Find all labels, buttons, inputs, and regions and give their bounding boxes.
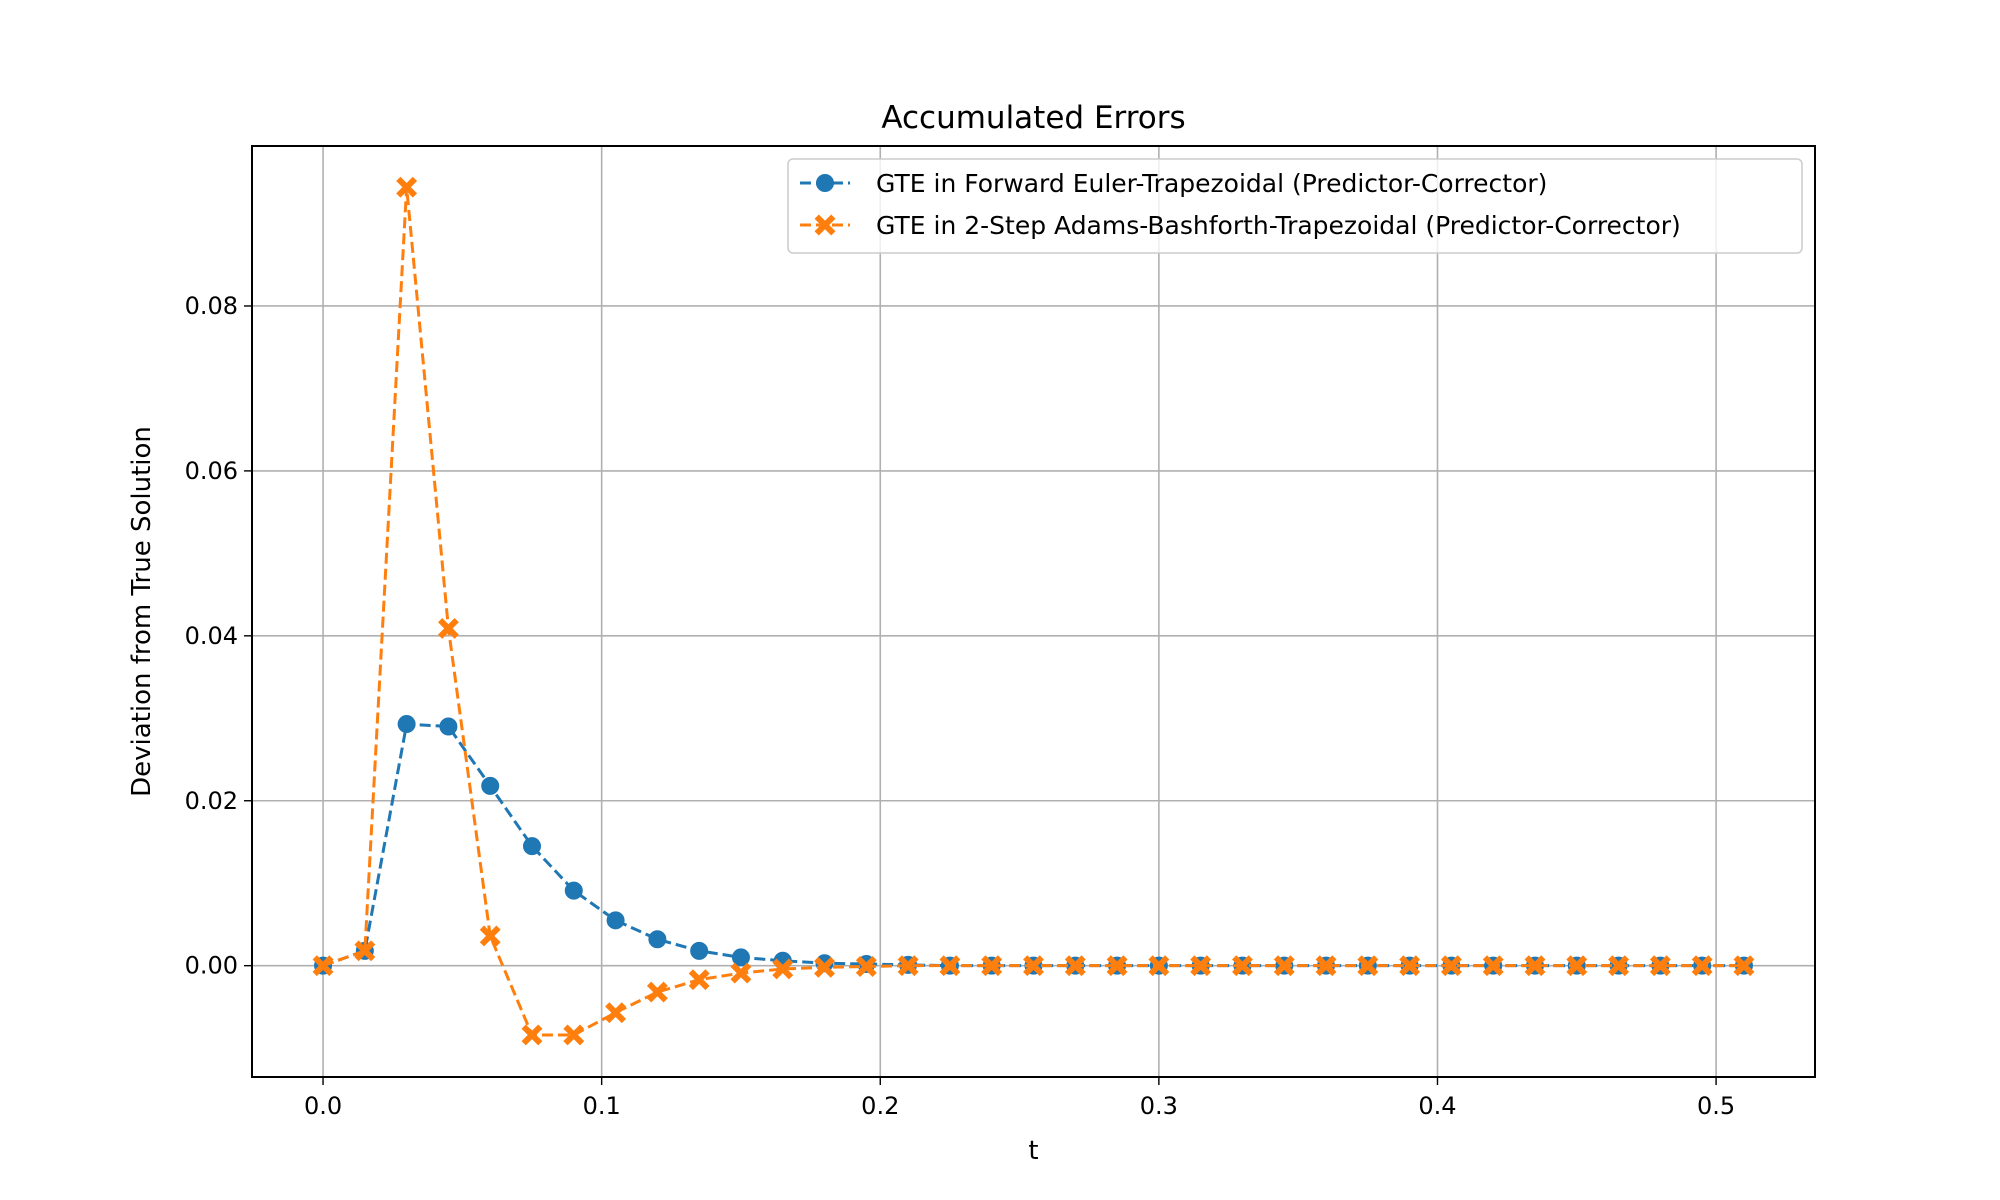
data-point: [939, 955, 961, 977]
legend: GTE in Forward Euler-Trapezoidal (Predic…: [787, 158, 1803, 254]
data-point: [731, 948, 750, 967]
legend-label: GTE in 2-Step Adams-Bashforth-Trapezoida…: [876, 211, 1681, 240]
data-point: [397, 715, 416, 734]
data-point: [1064, 955, 1086, 977]
data-point: [1023, 955, 1044, 977]
data-point: [1190, 955, 1212, 977]
data-point: [1482, 955, 1504, 977]
x-tick-label: 0.1: [583, 1092, 621, 1120]
x-tick-label: 0.4: [1418, 1092, 1456, 1120]
data-point: [396, 176, 418, 198]
y-axis-label: Deviation from True Solution: [127, 426, 157, 797]
data-point: [437, 617, 459, 639]
data-point: [1691, 955, 1713, 977]
data-point: [648, 930, 667, 949]
data-point: [479, 925, 501, 947]
y-tick-label: 0.04: [185, 622, 238, 650]
data-point: [312, 955, 334, 977]
data-point: [1148, 955, 1170, 977]
x-axis-label: t: [1028, 1136, 1038, 1166]
series-layer: [312, 176, 1755, 1046]
x-tick-label: 0.5: [1697, 1092, 1735, 1120]
data-point: [897, 955, 919, 977]
data-point: [772, 958, 794, 980]
legend-entry: GTE in Forward Euler-Trapezoidal (Predic…: [800, 169, 1547, 198]
y-tick-label: 0.06: [185, 457, 238, 485]
series-2: [312, 176, 1755, 1046]
data-point: [354, 940, 376, 962]
data-point: [521, 1024, 543, 1046]
data-point: [981, 955, 1003, 977]
data-point: [563, 1024, 585, 1046]
data-point: [605, 1002, 627, 1024]
data-point: [1608, 955, 1630, 977]
data-point: [730, 962, 752, 984]
x-tick-label: 0.3: [1140, 1092, 1178, 1120]
y-tick-label: 0.08: [185, 292, 238, 320]
data-point: [1649, 955, 1671, 977]
legend-label: GTE in Forward Euler-Trapezoidal (Predic…: [876, 169, 1547, 198]
data-point: [1232, 955, 1253, 977]
data-point: [1106, 955, 1128, 977]
plot-frame: [251, 145, 1816, 1078]
y-tick-label: 0.00: [185, 952, 238, 980]
legend-entry: GTE in 2-Step Adams-Bashforth-Trapezoida…: [800, 211, 1681, 240]
data-point: [1273, 955, 1295, 977]
data-point: [1440, 955, 1462, 977]
chart-title: Accumulated Errors: [881, 100, 1185, 136]
data-point: [1357, 955, 1379, 977]
data-point: [481, 776, 500, 795]
data-point: [1733, 955, 1755, 977]
data-point: [855, 956, 877, 977]
data-point: [1566, 955, 1588, 977]
data-point: [646, 981, 668, 1003]
data-point: [688, 969, 710, 991]
data-point: [690, 941, 709, 960]
legend-box: [787, 158, 1803, 254]
ticks: 0.0 0.1 0.2 0.3 0.4 0.5 0.00 0.02 0.04 0.06 0.08: [185, 292, 1736, 1120]
x-tick-label: 0.0: [304, 1092, 342, 1120]
data-point: [564, 881, 583, 900]
data-point: [1524, 955, 1546, 977]
data-point: [606, 911, 625, 930]
data-point: [814, 956, 835, 978]
data-point: [523, 837, 542, 856]
x-tick-label: 0.2: [861, 1092, 899, 1120]
legend-marker: [816, 174, 834, 192]
data-point: [439, 717, 458, 736]
data-point: [1315, 955, 1337, 977]
legend-marker: [814, 214, 836, 236]
y-tick-label: 0.02: [185, 787, 238, 815]
data-point: [1399, 955, 1421, 977]
